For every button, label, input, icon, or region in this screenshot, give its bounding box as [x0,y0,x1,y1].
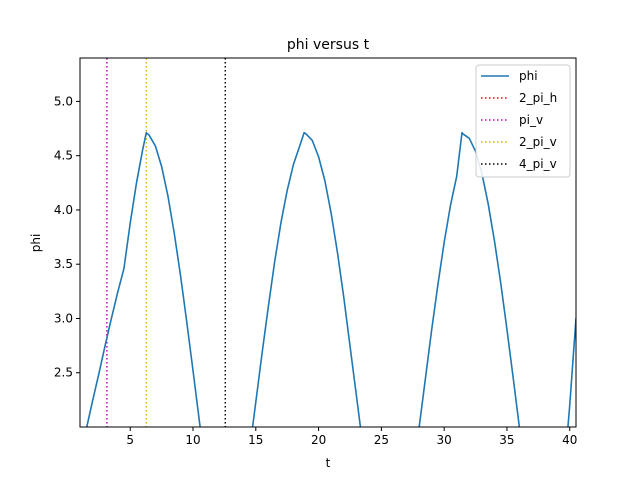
y-tick-label: 3.0 [54,311,73,325]
y-tick-label: 3.5 [54,257,73,271]
x-tick-label: 35 [499,433,514,447]
legend-label: 2_pi_v [519,135,557,149]
x-tick-label: 20 [311,433,326,447]
axes-frame [79,57,577,428]
legend-label: pi_v [519,113,543,127]
y-tick-label: 4.0 [54,203,73,217]
x-tick-label: 10 [185,433,200,447]
x-axis-label: t [326,456,331,470]
x-tick-label: 30 [437,433,452,447]
legend-label: 4_pi_v [519,157,557,171]
legend: phi 2_pi_h pi_v 2_pi_v 4_pi_v [475,64,571,178]
x-tick-label: 40 [562,433,577,447]
chart-title: phi versus t [287,37,370,53]
plot-area [85,58,576,427]
y-tick-label: 2.5 [54,366,73,380]
x-tick-label: 25 [374,433,389,447]
legend-label: phi [519,69,538,83]
legend-label: 2_pi_h [519,91,557,105]
y-tick-label: 5.0 [54,94,73,108]
y-tick-label: 4.5 [54,149,73,163]
series-line-phi [85,131,576,427]
x-tick-label: 15 [248,433,263,447]
y-axis-label: phi [29,234,43,253]
legend-box [475,64,571,178]
x-tick-label: 5 [126,433,134,447]
axes: 5 10 15 20 25 30 35 40 2.5 3.0 3.5 4.0 4.5 5.0 [54,57,577,447]
